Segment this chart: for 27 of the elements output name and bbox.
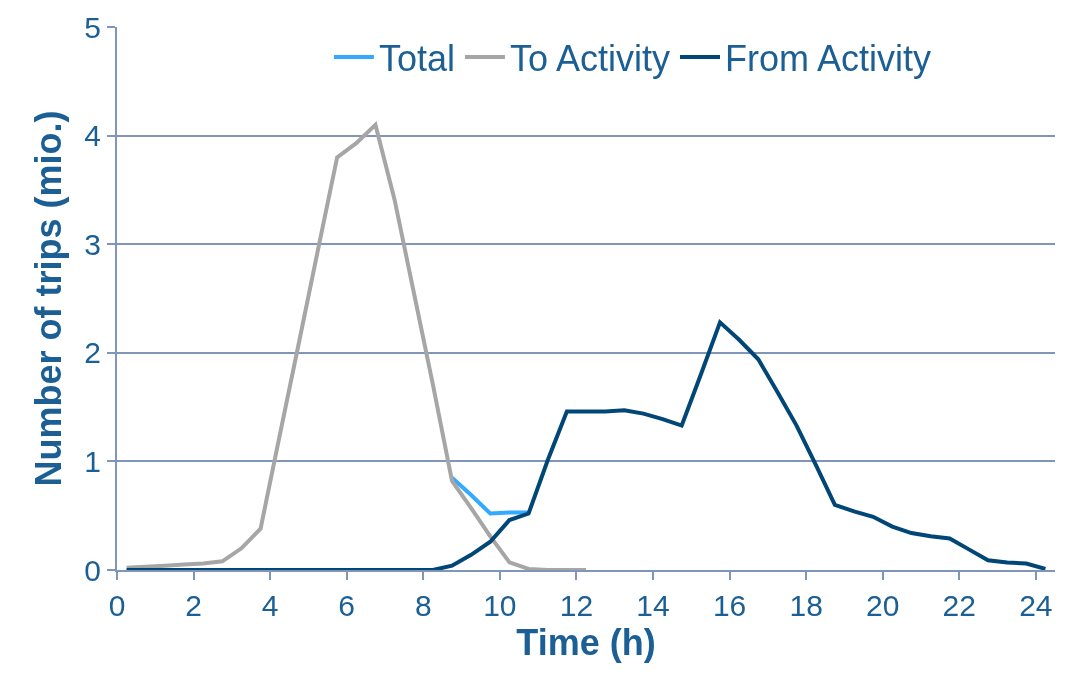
line-series [450,475,531,516]
y-tick-label: 3 [84,227,101,261]
x-tick-label: 2 [185,589,202,622]
y-tick-label: 0 [84,553,101,587]
x-tick-label: 22 [942,589,976,622]
x-tick-label: 10 [483,589,517,622]
x-tick-label: 24 [1019,589,1053,622]
line-series [124,320,1048,570]
y-tick-label: 4 [84,119,101,153]
x-tick-label: 16 [712,589,747,622]
x-tick-label: 12 [559,589,594,622]
x-tick-label: 20 [866,589,900,622]
x-tick-label: 14 [636,589,670,622]
x-tick-label: 6 [338,589,356,622]
legend-label: From Activity [725,37,932,79]
x-tick-label: 0 [108,589,126,622]
y-axis-title: Number of trips (mio.) [27,110,69,487]
y-tick-label: 1 [84,444,101,478]
legend-label: To Activity [509,37,671,79]
x-tick-label: 18 [789,589,823,622]
x-tick-label: 4 [261,589,279,622]
y-tick-label: 2 [84,336,101,370]
line-series [124,122,588,570]
x-tick-label: 8 [414,589,432,622]
y-tick-label: 5 [84,10,101,44]
legend-label: Total [378,37,455,79]
x-axis-title: Time (h) [516,622,656,663]
